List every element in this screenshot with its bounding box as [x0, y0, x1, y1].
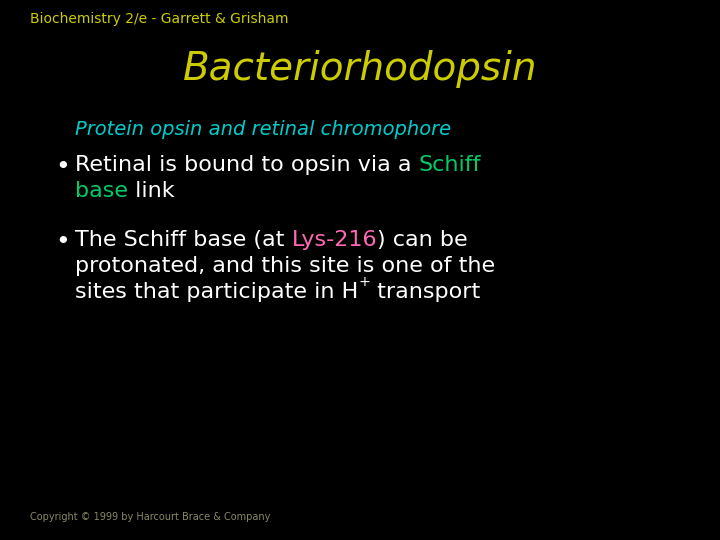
Text: ) can be: ) can be	[377, 230, 468, 250]
Text: sites that participate in H: sites that participate in H	[75, 282, 359, 302]
Text: base: base	[75, 181, 128, 201]
Text: Lys-216: Lys-216	[292, 230, 377, 250]
Text: •: •	[55, 155, 70, 179]
Text: protonated, and this site is one of the: protonated, and this site is one of the	[75, 256, 495, 276]
Text: Protein opsin and retinal chromophore: Protein opsin and retinal chromophore	[75, 120, 451, 139]
Text: Schiff: Schiff	[418, 155, 481, 175]
Text: link: link	[128, 181, 175, 201]
Text: transport: transport	[370, 282, 480, 302]
Text: •: •	[55, 230, 70, 254]
Text: +: +	[359, 275, 370, 289]
Text: Biochemistry 2/e - Garrett & Grisham: Biochemistry 2/e - Garrett & Grisham	[30, 12, 289, 26]
Text: Bacteriorhodopsin: Bacteriorhodopsin	[183, 50, 537, 88]
Text: Retinal is bound to opsin via a: Retinal is bound to opsin via a	[75, 155, 418, 175]
Text: Copyright © 1999 by Harcourt Brace & Company: Copyright © 1999 by Harcourt Brace & Com…	[30, 512, 271, 522]
Text: The Schiff base (at: The Schiff base (at	[75, 230, 292, 250]
